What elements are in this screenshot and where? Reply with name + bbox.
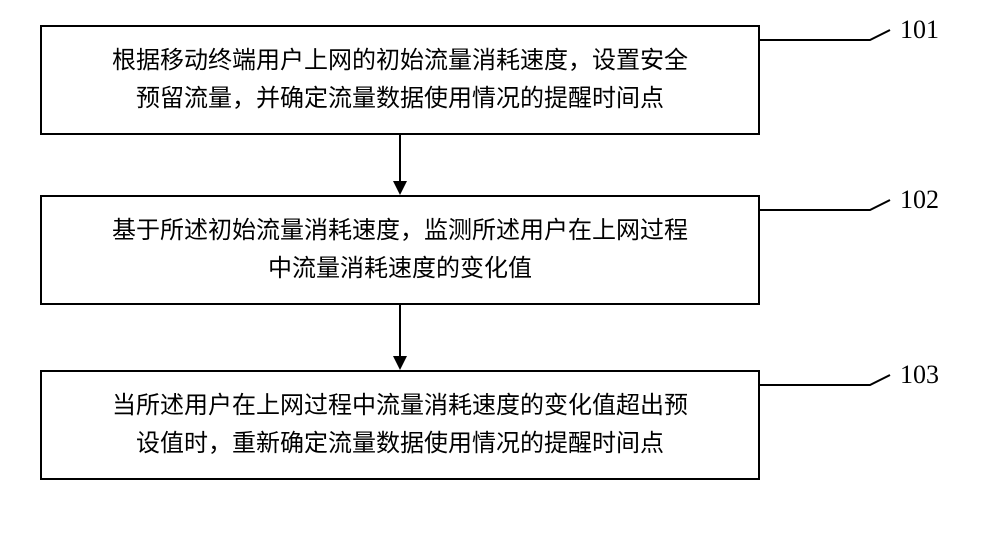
arrow-1-to-2 bbox=[390, 135, 410, 195]
flow-step-102: 基于所述初始流量消耗速度，监测所述用户在上网过程 中流量消耗速度的变化值 bbox=[40, 195, 760, 305]
step-label-102: 102 bbox=[900, 185, 939, 215]
flowchart-container: 根据移动终端用户上网的初始流量消耗速度，设置安全 预留流量，并确定流量数据使用情… bbox=[0, 0, 1000, 535]
step-text-line2: 预留流量，并确定流量数据使用情况的提醒时间点 bbox=[136, 86, 664, 112]
step-label-103: 103 bbox=[900, 360, 939, 390]
step-text-line1: 基于所述初始流量消耗速度，监测所述用户在上网过程 bbox=[112, 218, 688, 244]
step-text-line2: 设值时，重新确定流量数据使用情况的提醒时间点 bbox=[136, 431, 664, 457]
step-text-line1: 当所述用户在上网过程中流量消耗速度的变化值超出预 bbox=[112, 393, 688, 419]
flow-step-101: 根据移动终端用户上网的初始流量消耗速度，设置安全 预留流量，并确定流量数据使用情… bbox=[40, 25, 760, 135]
leader-line-101 bbox=[760, 30, 900, 50]
leader-line-103 bbox=[760, 375, 900, 395]
step-label-101: 101 bbox=[900, 15, 939, 45]
step-text-line1: 根据移动终端用户上网的初始流量消耗速度，设置安全 bbox=[112, 48, 688, 74]
arrow-2-to-3 bbox=[390, 305, 410, 370]
step-text-line2: 中流量消耗速度的变化值 bbox=[268, 256, 532, 282]
flow-step-103: 当所述用户在上网过程中流量消耗速度的变化值超出预 设值时，重新确定流量数据使用情… bbox=[40, 370, 760, 480]
leader-line-102 bbox=[760, 200, 900, 220]
